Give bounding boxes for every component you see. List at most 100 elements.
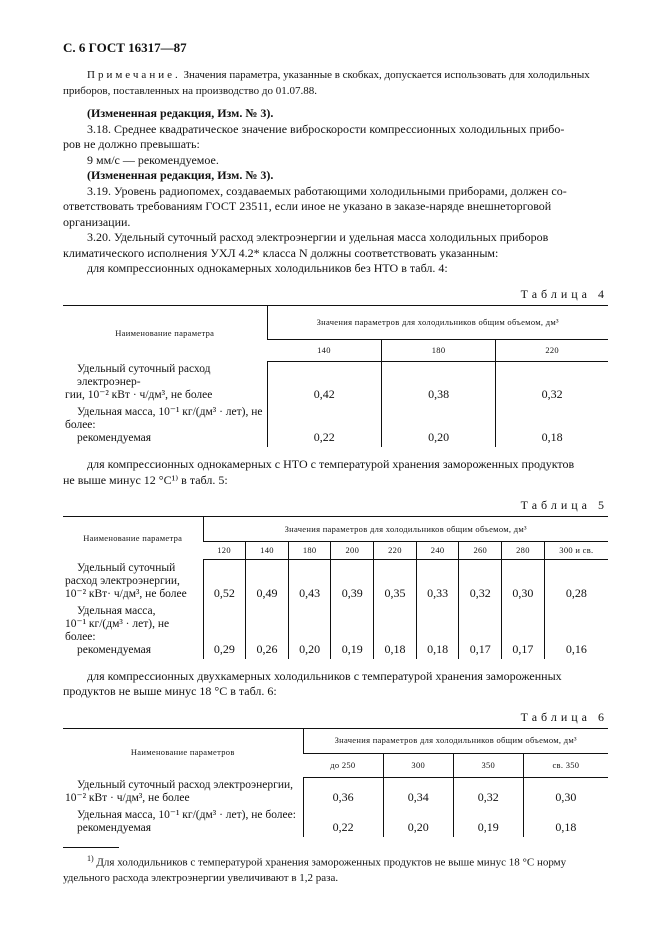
note-line-2: приборов, поставленных на производство д… (63, 84, 317, 97)
col-volume: 220 (495, 339, 608, 362)
cell: 0,19 (330, 602, 374, 659)
col-volume: 300 и св. (543, 541, 608, 560)
cell: 0,30 (522, 777, 608, 807)
p318-line-1: 3.18. Среднее квадратическое значение ви… (87, 121, 565, 136)
p320-line-2: климатического исполнения УХЛ 4.2* класс… (63, 245, 499, 260)
col-volume: 120 (203, 541, 246, 560)
row-label: гии, 10⁻² кВт · ч/дм³, не более (65, 389, 213, 401)
col-group-header: Значения параметров для холодильников об… (266, 304, 608, 340)
cell: 0,38 (380, 361, 496, 404)
row-label: рекомендуемая (77, 432, 152, 444)
p319-line-1: 3.19. Уровень радиопомех, создаваемых ра… (87, 183, 567, 198)
footnote-line-1: 1) Для холодильников с температурой хран… (63, 851, 608, 871)
footnote-text: Для холодильников с температурой хранени… (96, 856, 567, 869)
cell: 0,39 (330, 559, 374, 603)
t6-intro-line-2: продуктов не выше минус 18 °С в табл. 6: (63, 684, 277, 698)
t5-intro-line-1: для компрессионных однокамерных с НТО с … (87, 457, 575, 471)
cell: 0,19 (452, 807, 524, 837)
cell: 0,22 (266, 404, 382, 447)
table6-caption: Таблица 6 (520, 709, 608, 724)
row-label: рекомендуемая (77, 822, 152, 834)
table-row: Удельный суточный расход электроэнергии, 1… (63, 559, 608, 603)
cell: 0,17 (458, 602, 502, 659)
table-row: Удельная масса, 10⁻¹ кг/(дм³ · лет), не б… (63, 404, 608, 447)
col-param-header: Наименование параметров (63, 727, 303, 777)
note-label: Примечание. (87, 69, 181, 81)
p320-line-1: 3.20. Удельный суточный расход электроэн… (87, 230, 549, 244)
table-row: Удельный суточный расход электроэнергии,… (63, 777, 608, 807)
table-row: Удельная масса, 10⁻¹ кг/(дм³ · лет), не бо… (63, 602, 608, 659)
footnote-line-2: удельного расхода электроэнергии увеличи… (63, 872, 339, 885)
col-group-header: Значения параметров для холодильников об… (302, 727, 608, 754)
cell: 0,18 (522, 807, 608, 837)
cell: 0,22 (302, 807, 384, 837)
t6-intro-line-1: для компрессионных двухкамерных холодиль… (87, 668, 562, 683)
footnote-mark: 1) (87, 854, 94, 863)
p318-line-3: 9 мм/с — рекомендуемое. (87, 152, 219, 167)
col-volume: 200 (330, 541, 374, 560)
col-volume: 240 (415, 541, 459, 560)
cell: 0,18 (495, 404, 608, 447)
p320-line-3: для компрессионных однокамерных холодиль… (87, 261, 448, 275)
col-volume: до 250 (303, 753, 384, 778)
row-label: 10⁻² кВт · ч/дм³, не более (65, 792, 190, 804)
col-param-header: Наименование параметра (63, 304, 267, 361)
col-volume: 140 (267, 339, 382, 362)
cell: 0,30 (501, 559, 545, 603)
cell: 0,43 (287, 559, 331, 603)
cell: 0,16 (543, 602, 608, 659)
note-text: Значения параметра, указанные в скобках,… (183, 69, 590, 81)
cell: 0,36 (302, 777, 384, 807)
p318-line-2: ров не должно превышать: (63, 137, 200, 151)
col-volume: 140 (245, 541, 289, 560)
row-label: Удельный суточный (77, 561, 176, 574)
row-label: рекомендуемая (77, 643, 152, 656)
cell: 0,32 (452, 777, 524, 807)
row-label: Удельная масса, 10⁻¹ кг/(дм³ · лет), не … (77, 809, 296, 821)
cell: 0,52 (202, 559, 246, 603)
row-label: более: (65, 419, 96, 431)
cell: 0,49 (245, 559, 289, 603)
row-label: Удельный суточный расход электроэнер- (77, 363, 211, 388)
p319-line-2: ответствовать требованиям ГОСТ 23511, ес… (63, 199, 552, 213)
col-volume: 220 (373, 541, 417, 560)
table-4: Наименование параметра Значения параметр… (63, 304, 608, 447)
cell: 0,33 (415, 559, 459, 603)
col-volume: 350 (452, 753, 524, 778)
cell: 0,18 (415, 602, 459, 659)
table-row: Удельная масса, 10⁻¹ кг/(дм³ · лет), не … (63, 807, 608, 837)
cell: 0,20 (382, 807, 454, 837)
cell: 0,20 (287, 602, 331, 659)
row-label: более: (65, 630, 96, 643)
note-line-1: Примечание. Значения параметра, указанны… (63, 68, 608, 84)
table5-caption: Таблица 5 (520, 498, 608, 512)
footnote-divider (63, 847, 119, 848)
edit-mark: (Измененная редакция, Изм. № 3). (87, 168, 274, 182)
edit-mark: (Измененная редакция, Изм. № 3). (87, 106, 274, 120)
cell: 0,17 (501, 602, 545, 659)
cell: 0,28 (543, 559, 608, 603)
cell: 0,26 (245, 602, 289, 659)
t5-intro-line-2: не выше минус 12 °С¹⁾ в табл. 5: (63, 472, 228, 487)
col-volume: 280 (501, 541, 545, 560)
row-label: расход электроэнергии, (65, 574, 180, 587)
row-label: Удельная масса, (77, 604, 156, 617)
row-label: Удельная масса, 10⁻¹ кг/(дм³ · лет), не (77, 406, 263, 418)
table-5: Наименование параметра Значения параметр… (63, 516, 608, 659)
col-volume: 260 (458, 541, 502, 560)
row-label: Удельный суточный расход электроэнергии, (77, 779, 294, 791)
col-volume: 180 (287, 541, 331, 560)
cell: 0,32 (458, 559, 502, 603)
table-row: Удельный суточный расход электроэнер-гии… (63, 361, 608, 404)
row-label: 10⁻² кВт· ч/дм³, не более (65, 587, 187, 600)
cell: 0,29 (202, 602, 246, 659)
cell: 0,35 (373, 559, 417, 603)
col-volume: 180 (380, 339, 496, 362)
cell: 0,34 (382, 777, 454, 807)
col-param-header: Наименование параметра (63, 516, 203, 560)
col-volume: 300 (382, 753, 454, 778)
cell: 0,20 (380, 404, 496, 447)
table4-caption: Таблица 4 (520, 286, 608, 301)
cell: 0,32 (495, 361, 608, 404)
col-group-header: Значения параметров для холодильников об… (202, 516, 608, 542)
